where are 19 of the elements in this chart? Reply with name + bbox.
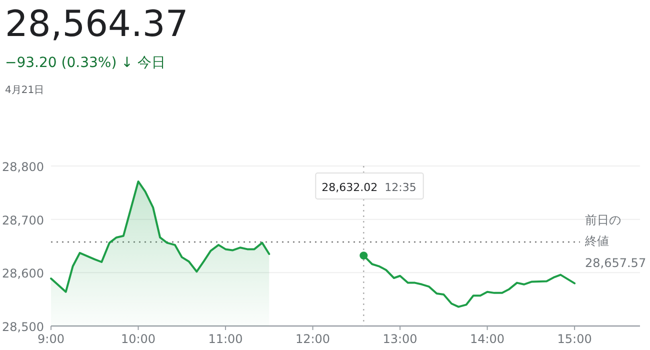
x-tick-label: 14:00 [470,332,505,346]
y-tick-label: 28,700 [2,213,44,228]
annotation: 28,632.02 [322,181,378,194]
x-tick-label: 12:00 [295,332,330,346]
y-tick-label: 28,800 [2,160,44,174]
x-tick-label: 15:00 [557,332,592,346]
text: 4月21日 [5,85,44,96]
tooltip: 28,632.02 12:35 [315,172,424,200]
x-tick-label: 13:00 [382,332,418,346]
chart-subtitle: −93.20 (0.33%) ↓ 今日 [5,55,166,71]
x-tick-label: 10:00 [120,332,156,346]
ref-line-label: 前日の終値 [584,212,621,248]
annotation: 12:35 [384,181,416,194]
chart-title: 28,564.37 [5,4,188,45]
x-tick-label: 11:00 [208,332,243,346]
x-tick-label: 9:00 [38,332,64,346]
y-tick-label: 28,600 [2,266,44,281]
annotation: 28,657.57 [585,256,646,270]
y-tick-label: 28,500 [2,320,44,334]
